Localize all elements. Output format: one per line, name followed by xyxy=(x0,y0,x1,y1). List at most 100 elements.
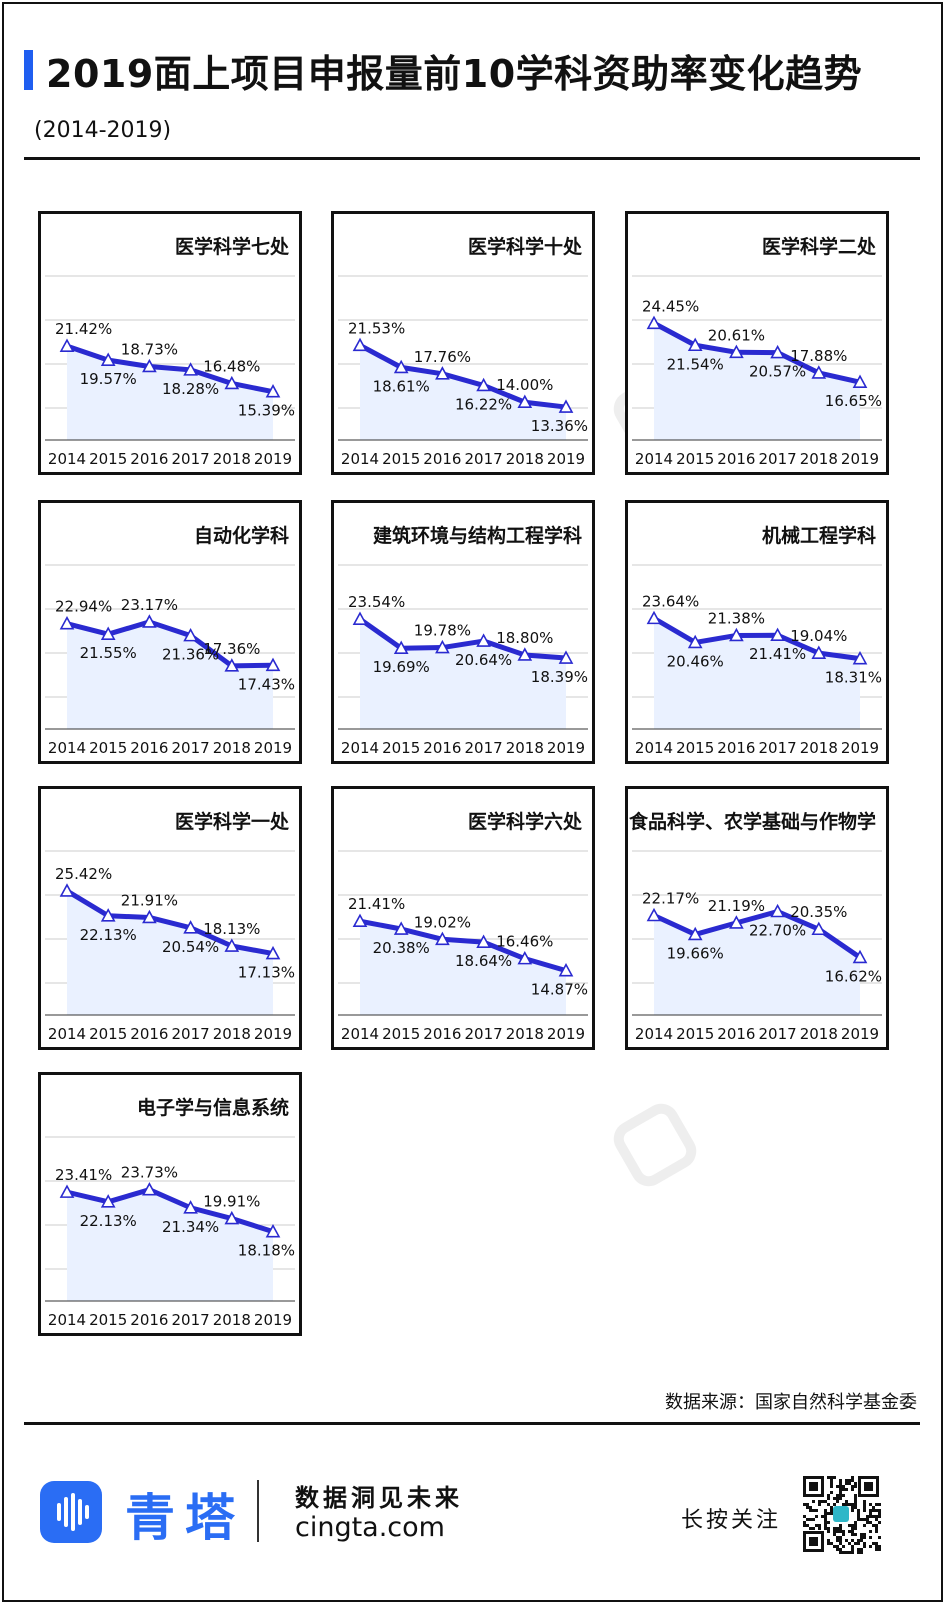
data-point xyxy=(224,938,240,952)
chart-panel: 医学科学十处 21.53% 18.61% 17.76% 16.22% 14.00% 13.3… xyxy=(331,211,595,475)
x-tick-label: 2015 xyxy=(676,739,714,757)
data-label: 15.39% xyxy=(238,402,295,420)
x-tick-label: 2014 xyxy=(48,739,86,757)
data-label: 16.46% xyxy=(496,933,553,951)
data-point xyxy=(352,611,368,625)
page-title: 2019面上项目申报量前10学科资助率变化趋势 xyxy=(46,52,863,96)
x-tick-label: 2015 xyxy=(676,1025,714,1043)
chart-svg: 23.41% 22.13% 23.73% 21.34% 19.91% 18.18% 2014… xyxy=(45,1136,295,1329)
data-label: 17.76% xyxy=(414,348,471,366)
data-point xyxy=(811,645,827,659)
series-line xyxy=(65,888,274,957)
series-area xyxy=(654,323,860,440)
chart-title: 电子学与信息系统 xyxy=(136,1097,289,1119)
x-tick-label: 2018 xyxy=(213,1025,251,1043)
data-point xyxy=(265,1223,281,1238)
data-point xyxy=(100,626,116,640)
data-label: 20.61% xyxy=(708,326,765,344)
data-point xyxy=(142,1182,157,1196)
data-point xyxy=(517,950,533,965)
bottom-divider xyxy=(24,1422,920,1425)
data-label: 23.41% xyxy=(55,1166,112,1184)
qr-code-icon[interactable] xyxy=(801,1474,881,1554)
data-label: 21.36% xyxy=(162,646,219,664)
data-point xyxy=(435,639,450,654)
data-label: 17.43% xyxy=(238,675,295,693)
data-label: 16.22% xyxy=(455,395,512,413)
chart-panel: 自动化学科 22.94% 21.55% 23.17% 21.36% 17.36% 17.43… xyxy=(38,500,302,764)
data-label: 21.19% xyxy=(708,897,765,915)
data-label: 21.54% xyxy=(667,355,724,373)
data-point xyxy=(517,394,533,409)
data-point xyxy=(393,359,409,374)
data-label: 18.13% xyxy=(203,920,260,938)
data-label: 24.45% xyxy=(642,297,699,315)
x-tick-label: 2014 xyxy=(341,739,379,757)
x-tick-label: 2015 xyxy=(89,1025,127,1043)
data-point xyxy=(224,1210,240,1225)
chart-svg: 21.41% 20.38% 19.02% 18.64%16.46% 14.87% 2014… xyxy=(338,850,588,1043)
data-point xyxy=(770,903,785,918)
data-label: 23.54% xyxy=(348,593,405,611)
x-tick-label: 2015 xyxy=(676,450,714,468)
series-line xyxy=(652,616,861,662)
data-point xyxy=(852,374,868,388)
series-line xyxy=(66,619,274,669)
data-point xyxy=(852,650,868,665)
x-tick-label: 2019 xyxy=(254,450,292,468)
series-line xyxy=(358,617,567,661)
data-label: 18.64% xyxy=(455,952,512,970)
chart-svg: 25.42% 22.13% 21.91% 20.54%18.13% 17.13% 2014… xyxy=(45,850,295,1043)
x-tick-label: 2019 xyxy=(547,739,585,757)
data-point xyxy=(687,926,703,941)
x-tick-label: 2015 xyxy=(382,1025,420,1043)
x-tick-label: 2016 xyxy=(130,739,168,757)
x-tick-label: 2018 xyxy=(506,1025,544,1043)
x-tick-label: 2016 xyxy=(717,739,755,757)
data-point xyxy=(100,908,116,922)
x-tick-label: 2018 xyxy=(800,1025,838,1043)
x-tick-label: 2017 xyxy=(172,1025,210,1043)
data-label: 21.91% xyxy=(121,891,178,909)
data-label: 13.36% xyxy=(531,417,588,435)
data-label: 25.42% xyxy=(55,865,112,883)
series-area xyxy=(67,890,273,1015)
data-point xyxy=(142,614,157,628)
data-label: 16.65% xyxy=(825,392,882,410)
x-tick-label: 2016 xyxy=(130,450,168,468)
x-tick-label: 2018 xyxy=(506,450,544,468)
page-subtitle: (2014-2019) xyxy=(34,118,172,143)
x-tick-label: 2014 xyxy=(635,1025,673,1043)
data-label: 21.55% xyxy=(80,644,137,662)
chart-panel: 医学科学七处 21.42% 19.57% 18.73% 18.28% 16.48% 15.3… xyxy=(38,211,302,475)
data-label: 22.94% xyxy=(55,598,112,616)
data-point xyxy=(100,1194,116,1208)
data-point xyxy=(687,337,703,352)
chart-title: 自动化学科 xyxy=(193,525,289,547)
data-point xyxy=(729,627,744,642)
x-tick-label: 2018 xyxy=(800,739,838,757)
x-tick-label: 2018 xyxy=(213,739,251,757)
x-tick-label: 2015 xyxy=(382,739,420,757)
x-tick-label: 2017 xyxy=(172,450,210,468)
data-label: 22.13% xyxy=(80,926,137,944)
series-area xyxy=(654,618,860,729)
data-point xyxy=(183,1200,198,1214)
series-line xyxy=(66,1187,274,1235)
chart-title: 建筑环境与结构工程学科 xyxy=(372,525,582,547)
data-label: 18.61% xyxy=(373,377,430,395)
data-point xyxy=(142,358,157,373)
data-point xyxy=(265,384,281,398)
x-tick-label: 2017 xyxy=(759,1025,797,1043)
data-point xyxy=(183,627,198,642)
data-label: 20.64% xyxy=(455,651,512,669)
x-tick-label: 2016 xyxy=(423,450,461,468)
x-tick-label: 2016 xyxy=(717,450,755,468)
data-label: 16.48% xyxy=(203,357,260,375)
x-tick-label: 2019 xyxy=(841,450,879,468)
brand-name: 青塔 xyxy=(125,1489,245,1547)
data-point xyxy=(646,907,662,922)
title-accent-bar xyxy=(24,50,33,90)
series-line xyxy=(652,321,861,385)
chart-title: 医学科学七处 xyxy=(174,236,289,258)
